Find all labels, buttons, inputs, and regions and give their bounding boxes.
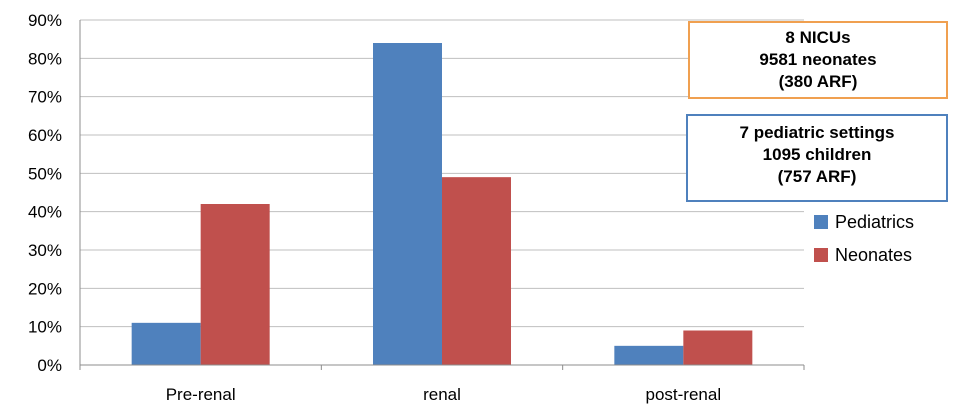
legend-label-pediatrics: Pediatrics bbox=[835, 212, 914, 232]
y-tick-label: 60% bbox=[28, 126, 62, 145]
bar-neonates-1 bbox=[442, 177, 511, 365]
legend-swatch-pediatrics bbox=[814, 215, 828, 229]
y-axis-ticks: 0% 10% 20% 30% 40% 50% 60% 70% 80% 90% bbox=[28, 11, 62, 375]
pediatric-annotation-box: 7 pediatric settings 1095 children (757 … bbox=[686, 114, 948, 202]
bar-pediatrics-0 bbox=[131, 322, 201, 365]
neonates-annotation-box: 8 NICUs 9581 neonates (380 ARF) bbox=[688, 21, 948, 99]
pediatric-annotation-line1: 7 pediatric settings bbox=[739, 123, 895, 142]
legend: Pediatrics Neonates bbox=[814, 212, 914, 265]
bar-neonates-2 bbox=[683, 330, 753, 365]
bar-pediatrics-2 bbox=[614, 345, 684, 365]
y-tick-label: 10% bbox=[28, 318, 62, 337]
y-tick-label: 90% bbox=[28, 11, 62, 30]
legend-swatch-neonates bbox=[814, 248, 828, 262]
x-category-label: post-renal bbox=[646, 385, 722, 404]
bars bbox=[131, 43, 753, 365]
y-tick-label: 80% bbox=[28, 49, 62, 68]
y-tick-label: 40% bbox=[28, 203, 62, 222]
y-tick-label: 50% bbox=[28, 164, 62, 183]
y-tick-label: 70% bbox=[28, 88, 62, 107]
x-category-label: renal bbox=[423, 385, 461, 404]
neonates-annotation-line1: 8 NICUs bbox=[785, 28, 851, 47]
neonates-annotation-line2: 9581 neonates bbox=[759, 50, 877, 69]
bar-pediatrics-1 bbox=[373, 43, 442, 365]
pediatric-annotation-line3: (757 ARF) bbox=[777, 167, 857, 186]
y-tick-label: 20% bbox=[28, 279, 62, 298]
neonates-annotation-line3: (380 ARF) bbox=[778, 72, 858, 91]
x-axis-categories: Pre-renal renal post-renal bbox=[166, 385, 721, 404]
y-tick-label: 30% bbox=[28, 241, 62, 260]
bar-neonates-0 bbox=[200, 204, 270, 365]
x-axis bbox=[79, 20, 805, 370]
legend-label-neonates: Neonates bbox=[835, 245, 912, 265]
pediatric-annotation-line2: 1095 children bbox=[762, 145, 872, 164]
x-category-label: Pre-renal bbox=[166, 385, 236, 404]
y-tick-label: 0% bbox=[37, 356, 62, 375]
